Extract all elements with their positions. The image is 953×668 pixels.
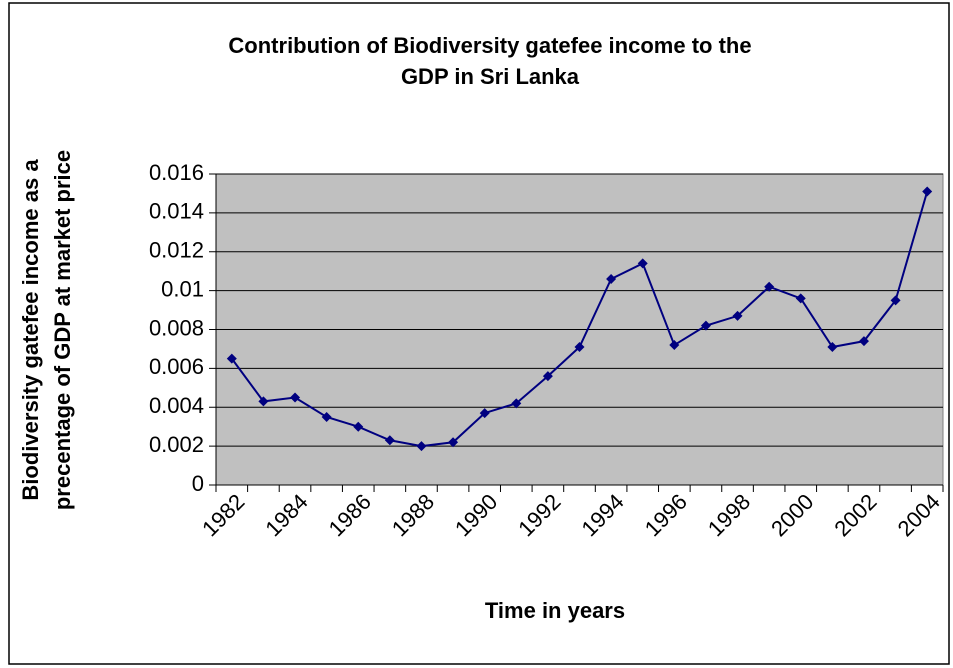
point <box>542 371 553 382</box>
point <box>890 295 901 306</box>
point <box>732 310 743 321</box>
point <box>700 320 711 331</box>
y-axis-label: precentage of GDP at market price <box>50 150 75 510</box>
point <box>448 437 459 448</box>
point <box>479 408 490 419</box>
y-axis-label: Biodiversity gatefee income as a <box>18 159 43 501</box>
y-tick-label: 0.006 <box>149 354 204 379</box>
point <box>637 258 648 269</box>
chart-title: GDP in Sri Lanka <box>401 64 580 89</box>
point <box>258 396 269 407</box>
x-axis-label: Time in years <box>485 598 625 623</box>
point <box>290 392 301 403</box>
point <box>384 435 395 446</box>
point <box>226 353 237 364</box>
point <box>858 336 869 347</box>
point <box>764 281 775 292</box>
point <box>416 441 427 452</box>
y-tick-label: 0.012 <box>149 238 204 263</box>
y-tick-label: 0 <box>192 471 204 496</box>
y-tick-label: 0.004 <box>149 393 204 418</box>
point <box>574 341 585 352</box>
point <box>922 186 933 197</box>
y-tick-label: 0.016 <box>149 160 204 185</box>
y-tick-label: 0.002 <box>149 432 204 457</box>
point <box>827 341 838 352</box>
y-tick-label: 0.01 <box>161 276 204 301</box>
point <box>321 411 332 422</box>
y-tick-label: 0.008 <box>149 315 204 340</box>
y-tick-label: 0.014 <box>149 199 204 224</box>
point <box>353 421 364 432</box>
chart-title: Contribution of Biodiversity gatefee inc… <box>228 33 751 58</box>
point <box>606 273 617 284</box>
point <box>669 340 680 351</box>
point <box>795 293 806 304</box>
point <box>511 398 522 409</box>
